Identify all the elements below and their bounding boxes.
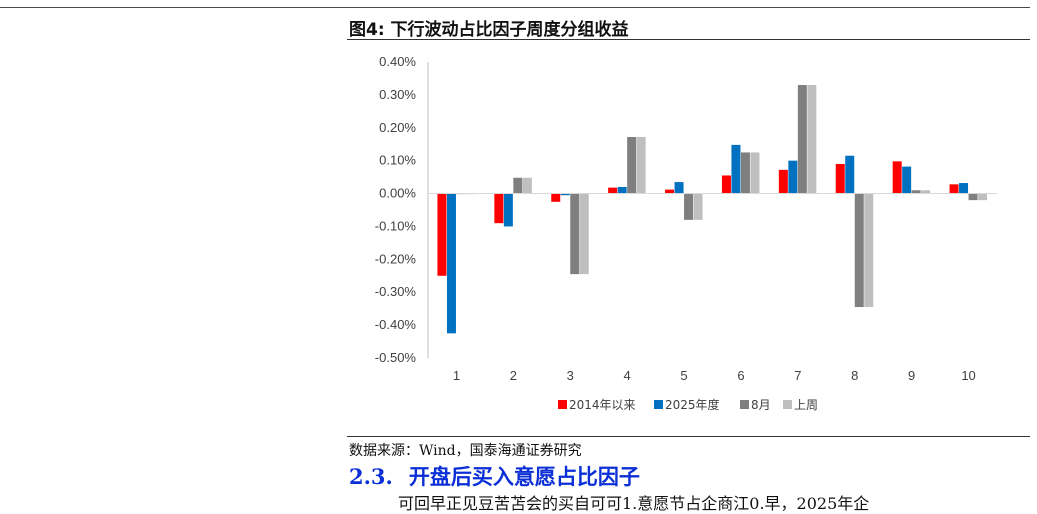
- bar-4-cat-10: [978, 193, 988, 201]
- bar-4-cat-6: [750, 152, 760, 194]
- x-tick-label: 6: [737, 368, 744, 383]
- figure-title-rule: [347, 39, 1030, 40]
- bar-2-cat-5: [674, 182, 684, 194]
- page-top-rule: [0, 7, 1030, 8]
- legend-label: 2014年以来: [569, 398, 636, 412]
- bar-3-cat-6: [740, 152, 750, 194]
- section-title-text: 开盘后买入意愿占比因子: [408, 464, 640, 489]
- bar-4-cat-5: [693, 193, 703, 220]
- bar-4-cat-3: [579, 193, 589, 275]
- bar-3-cat-9: [911, 190, 921, 194]
- x-tick-label: 1: [453, 368, 460, 383]
- legend-swatch: [740, 400, 749, 409]
- legend-swatch: [783, 400, 792, 409]
- figure-source: 数据来源：Wind，国泰海通证券研究: [349, 443, 582, 459]
- y-tick-label: 0.20%: [379, 120, 416, 135]
- bar-1-cat-6: [721, 175, 731, 194]
- bar-3-cat-5: [684, 193, 694, 220]
- bar-2-cat-3: [560, 193, 570, 196]
- bar-4-cat-9: [921, 190, 931, 194]
- bar-3-cat-4: [627, 136, 637, 194]
- x-tick-label: 10: [961, 368, 975, 383]
- figure-source-rule: [347, 436, 1030, 437]
- x-tick-label: 4: [624, 368, 631, 383]
- bar-2-cat-6: [731, 144, 741, 194]
- x-tick-label: 3: [567, 368, 574, 383]
- bar-1-cat-7: [778, 169, 788, 194]
- bar-4-cat-4: [636, 136, 646, 194]
- bar-3-cat-7: [797, 85, 807, 194]
- bar-2-cat-7: [788, 160, 798, 194]
- bar-2-cat-4: [617, 186, 627, 194]
- bar-4-cat-7: [807, 85, 817, 194]
- y-tick-label: -0.30%: [375, 284, 417, 299]
- x-tick-label: 5: [680, 368, 687, 383]
- y-tick-label: 0.10%: [379, 153, 416, 168]
- x-tick-label: 2: [510, 368, 517, 383]
- y-tick-label: -0.20%: [375, 251, 417, 266]
- bar-2-cat-10: [959, 183, 969, 194]
- bar-3-cat-10: [968, 193, 978, 201]
- bar-2-cat-2: [503, 193, 513, 227]
- figure-title: 图4: 下行波动占比因子周度分组收益: [349, 20, 629, 40]
- bar-3-cat-8: [854, 193, 864, 308]
- y-tick-label: -0.50%: [375, 350, 417, 365]
- legend-label: 上周: [794, 398, 818, 412]
- bar-2-cat-8: [845, 155, 855, 194]
- bar-3-cat-2: [513, 177, 523, 194]
- bar-1-cat-9: [892, 161, 902, 194]
- legend-label: 8月: [751, 398, 771, 412]
- bar-4-cat-8: [864, 193, 874, 308]
- body-text-fragment: 可回早正见豆苦苫会的买自可可1.意愿节占企商江0.早，2025年企: [398, 494, 870, 513]
- bar-1-cat-4: [608, 187, 618, 194]
- bar-2-cat-9: [902, 166, 912, 194]
- bar-3-cat-3: [570, 193, 580, 275]
- bar-1-cat-2: [494, 193, 504, 224]
- y-tick-label: 0.40%: [379, 54, 416, 69]
- bar-4-cat-2: [522, 177, 532, 194]
- bar-1-cat-8: [835, 163, 845, 194]
- y-tick-label: -0.40%: [375, 317, 417, 332]
- bar-1-cat-3: [551, 193, 561, 202]
- bar-2-cat-1: [446, 193, 456, 334]
- x-tick-label: 8: [851, 368, 858, 383]
- bar-1-cat-10: [949, 184, 959, 194]
- bar-1-cat-1: [437, 193, 447, 276]
- x-tick-label: 9: [908, 368, 915, 383]
- x-tick-label: 7: [794, 368, 801, 383]
- legend-swatch: [654, 400, 663, 409]
- y-tick-label: -0.10%: [375, 218, 417, 233]
- section-heading: 2.3. 开盘后买入意愿占比因子: [349, 461, 640, 491]
- y-tick-label: 0.00%: [379, 186, 416, 201]
- section-number: 2.3.: [349, 464, 393, 489]
- legend-swatch: [558, 400, 567, 409]
- bar-chart: 0.40% 0.30% 0.20% 0.10% 0.00% -0.10% -0.20% -0.…: [375, 54, 997, 412]
- y-tick-label: 0.30%: [379, 87, 416, 102]
- bar-1-cat-5: [665, 189, 675, 194]
- legend-label: 2025年度: [665, 397, 720, 412]
